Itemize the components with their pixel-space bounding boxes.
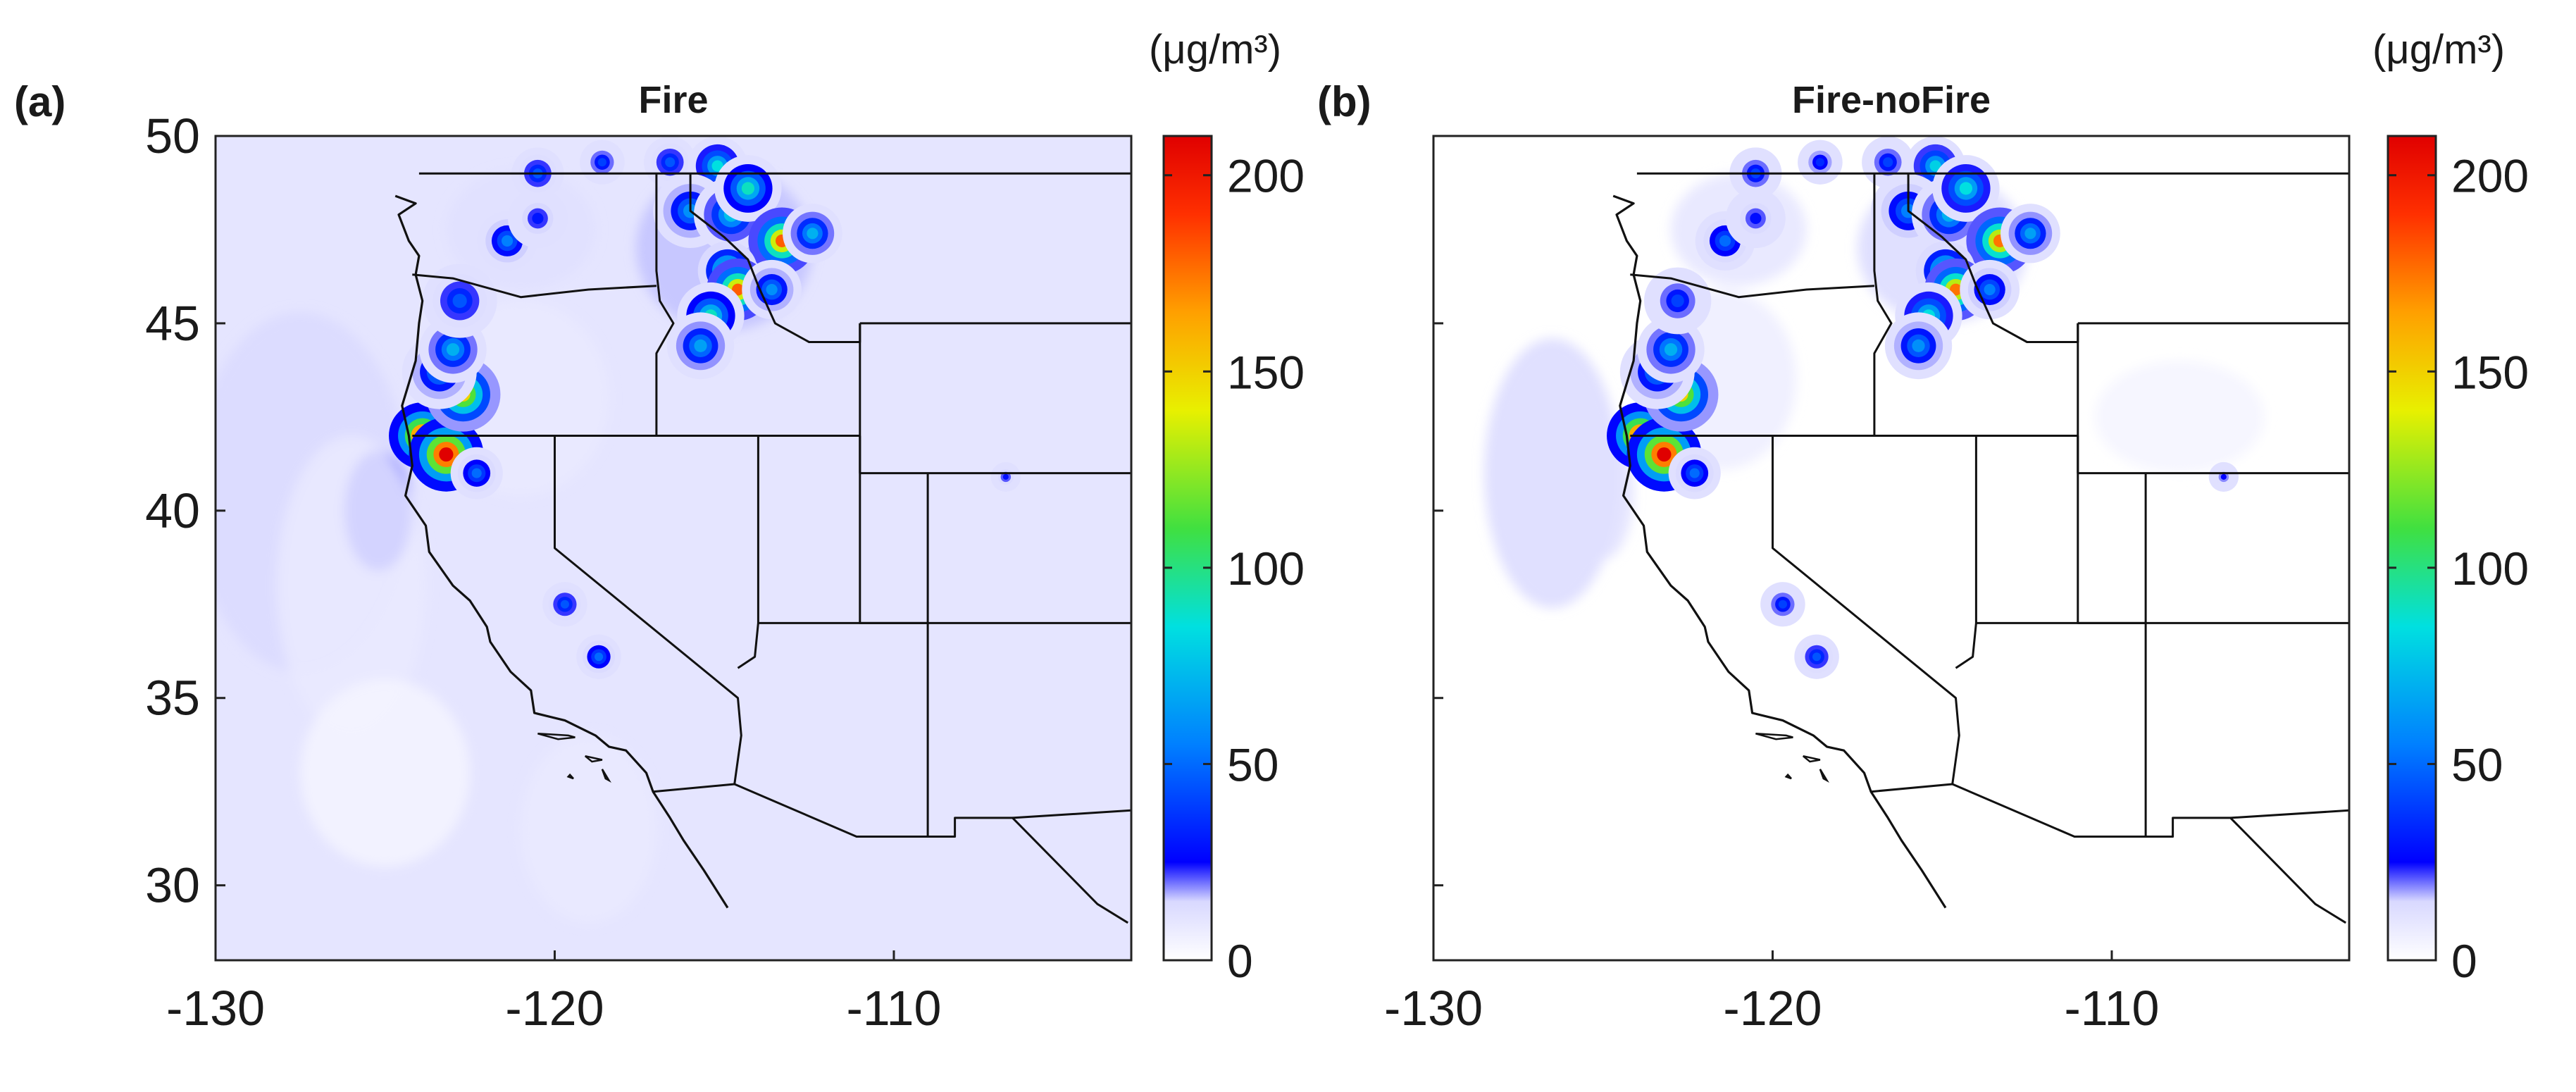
colorbar-ticks: 0 50 100 150 200 (2388, 150, 2529, 987)
concentration-field (276, 435, 426, 736)
state-border (554, 435, 742, 785)
axis-ticks: -130 -120 -110 30 35 40 45 50 (145, 108, 941, 1036)
state-border (1772, 435, 1960, 785)
fire-hotspots (1607, 136, 2239, 679)
colorbar: (μg/m³) 0 50 100 150 200 (1149, 27, 1305, 987)
lat-tick-label: 45 (145, 296, 200, 351)
hotspot (666, 312, 735, 380)
colorbar-tick-label: 50 (1227, 738, 1278, 790)
colorbar-tick-label: 150 (1227, 346, 1305, 398)
hotspot (1932, 155, 2000, 222)
colorbar-tick-label: 200 (2451, 150, 2529, 202)
map-field (1433, 136, 2349, 960)
state-border (689, 173, 861, 343)
lon-tick-label: -120 (1723, 981, 1822, 1036)
island (585, 755, 603, 763)
colorbar-unit: (μg/m³) (2372, 27, 2505, 73)
hotspot (1637, 316, 1705, 383)
colorbar-unit: (μg/m³) (1149, 27, 1281, 73)
state-border (655, 173, 675, 436)
state-borders (394, 172, 1131, 924)
colorbar-tick-label: 0 (2451, 935, 2477, 987)
panel-letter: (b) (1317, 78, 1371, 125)
island (601, 769, 611, 783)
lon-tick-label: -110 (2065, 981, 2160, 1036)
map-frame (214, 135, 1133, 962)
state-border (652, 783, 1128, 924)
state-border (1955, 435, 1977, 669)
concentration-field (300, 679, 471, 867)
map-field (216, 136, 1131, 960)
hotspot (1884, 312, 1953, 380)
lon-tick-label: -130 (166, 981, 265, 1036)
colorbar-tick-label: 0 (1227, 935, 1253, 987)
coastline (1612, 194, 1947, 909)
coastline (394, 194, 729, 909)
island (1755, 733, 1793, 740)
state-borders (1612, 172, 2349, 924)
hotspot (542, 582, 587, 627)
colorbar-tick-label: 100 (1227, 542, 1305, 595)
panel-title: Fire-noFire (1792, 79, 1991, 121)
state-border (1873, 173, 1893, 436)
hotspot (1794, 634, 1839, 679)
hotspot (714, 155, 782, 222)
state-border (859, 323, 1131, 475)
state-border (2230, 809, 2349, 819)
island (566, 773, 574, 780)
hotspot (990, 461, 1021, 492)
hotspot (580, 139, 625, 185)
hotspot (450, 447, 503, 500)
state-border (1630, 273, 1874, 299)
hotspot (783, 204, 842, 263)
hotspot (2208, 461, 2239, 492)
lon-tick-label: -110 (847, 981, 942, 1036)
state-border (2077, 323, 2349, 475)
hotspot (1798, 139, 1843, 185)
lon-tick-label: -130 (1384, 981, 1483, 1036)
colorbar-tick-label: 200 (1227, 150, 1305, 202)
hotspot (2001, 204, 2060, 263)
hotspot (1668, 447, 1721, 500)
colorbar-tick-label: 150 (2451, 346, 2529, 398)
lon-tick-label: -120 (505, 981, 604, 1036)
panel-letter: (a) (14, 78, 66, 125)
state-border (1012, 809, 1131, 819)
hotspot (1644, 267, 1712, 335)
lat-tick-label: 50 (145, 108, 200, 163)
state-border (412, 273, 657, 299)
colorbar-tick-label: 100 (2451, 542, 2529, 595)
hotspot (1760, 582, 1805, 627)
island (1784, 773, 1792, 780)
state-border (1907, 173, 2079, 343)
lat-tick-label: 40 (145, 483, 200, 538)
colorbar-scale (2387, 135, 2437, 962)
island (1819, 769, 1829, 783)
panel-title: Fire (638, 79, 708, 121)
colorbar-ticks: 0 50 100 150 200 (1164, 150, 1305, 987)
lat-tick-label: 30 (145, 858, 200, 913)
panel-fire-nofire: (b) Fire-noFire -130 -120 -110 (μg/m³) 0 50… (1317, 27, 2529, 1036)
panel-fire: (a) Fire -130 -120 -110 30 35 40 45 50 (μg/m³) … (14, 27, 1305, 1036)
hotspot (1960, 259, 2020, 320)
colorbar-tick-label: 50 (2451, 738, 2503, 790)
island (1803, 755, 1821, 763)
colorbar-scale (1162, 135, 1213, 962)
hotspot (1726, 188, 1786, 249)
island (537, 733, 575, 740)
lat-tick-label: 35 (145, 671, 200, 726)
hotspot (576, 634, 621, 679)
hotspot (422, 263, 497, 338)
state-border (737, 435, 759, 669)
hotspot (508, 188, 568, 249)
state-border (1870, 783, 2346, 924)
axis-ticks: -130 -120 -110 (1384, 135, 2160, 1036)
concentration-field (521, 735, 657, 923)
fire-hotspots (389, 136, 1021, 679)
concentration-field (2094, 361, 2265, 473)
map-frame (1432, 135, 2351, 962)
colorbar: (μg/m³) 0 50 100 150 200 (2372, 27, 2529, 987)
